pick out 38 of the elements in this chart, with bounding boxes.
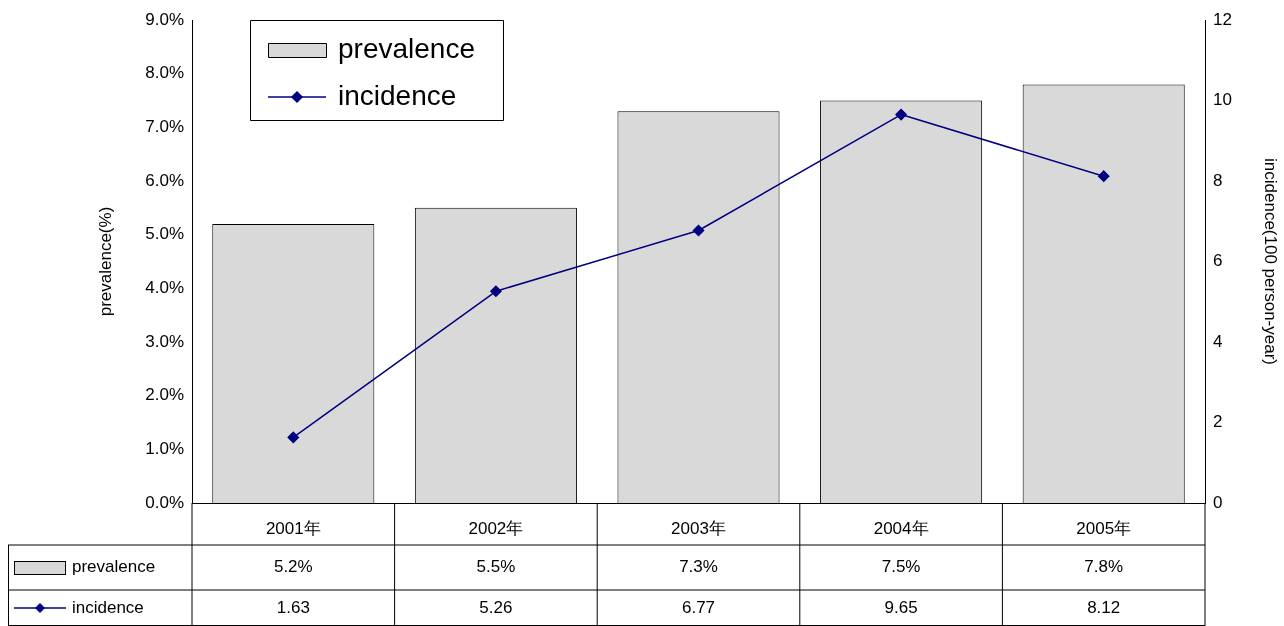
y-axis-title: prevalence(%) bbox=[95, 206, 115, 317]
x-tick-label: 2004年 bbox=[873, 518, 929, 538]
y2-tick-label: 4 bbox=[1213, 331, 1223, 351]
y-tick-label: 0.0% bbox=[145, 492, 184, 512]
y-tick-label: 9.0% bbox=[145, 9, 184, 29]
y-tick-label: 6.0% bbox=[145, 170, 184, 190]
data-label: 5.2% bbox=[273, 557, 313, 577]
legend-label: incidence bbox=[338, 79, 457, 111]
data-label: 7.3% bbox=[679, 557, 718, 577]
data-label: 9.65 bbox=[884, 597, 918, 617]
y-tick-label: 1.0% bbox=[145, 439, 184, 459]
y-tick-label: 2.0% bbox=[145, 385, 184, 405]
data-label: 7.8% bbox=[1084, 557, 1124, 577]
y-tick-label: 4.0% bbox=[145, 278, 184, 298]
data-label: 5.26 bbox=[479, 597, 513, 617]
y2-tick-label: 8 bbox=[1213, 170, 1223, 190]
data-label: 1.63 bbox=[276, 597, 310, 617]
y2-tick-label: 2 bbox=[1213, 412, 1223, 432]
data-label: 6.77 bbox=[681, 597, 716, 617]
y-tick-label: 8.0% bbox=[145, 63, 184, 83]
y-tick-label: 7.0% bbox=[145, 117, 184, 137]
legend-label: prevalence bbox=[338, 32, 475, 64]
y2-axis-title: incidence(100 person-year) bbox=[1261, 158, 1281, 365]
y2-tick-label: 12 bbox=[1213, 9, 1232, 29]
x-tick-label: 2002年 bbox=[468, 518, 524, 538]
y2-tick-label: 10 bbox=[1213, 90, 1232, 110]
data-label: 7.5% bbox=[881, 557, 921, 577]
x-tick-label: 2005年 bbox=[1076, 518, 1132, 538]
text: incidence bbox=[72, 597, 144, 617]
data-label: 5.5% bbox=[476, 557, 516, 577]
text: prevalence bbox=[72, 557, 156, 577]
y2-tick-label: 0 bbox=[1213, 492, 1223, 512]
x-tick-label: 2003年 bbox=[671, 518, 726, 538]
y2-tick-label: 6 bbox=[1213, 251, 1223, 271]
data-label: 8.12 bbox=[1087, 597, 1121, 617]
y-tick-label: 5.0% bbox=[145, 224, 184, 244]
y-tick-label: 3.0% bbox=[145, 331, 184, 351]
x-tick-label: 2001年 bbox=[265, 518, 321, 538]
